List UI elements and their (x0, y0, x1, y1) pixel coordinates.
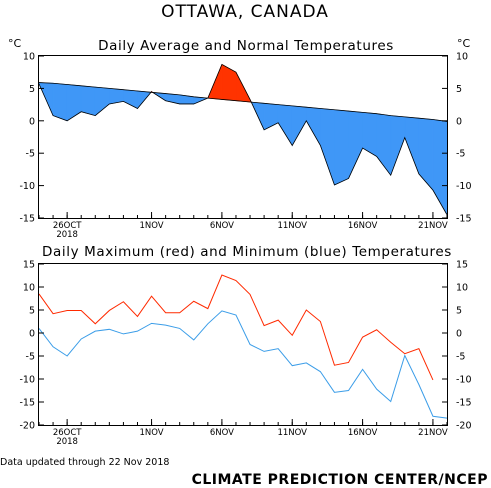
panel1-ytick-label-right: 5 (456, 84, 462, 95)
panel2-ytick-label-left: -5 (26, 352, 35, 363)
below-normal-area (291, 105, 307, 147)
daily-average-line (38, 63, 448, 215)
panel2-xtick-label: 16NOV (348, 428, 378, 438)
below-normal-area (348, 110, 363, 179)
panel2-xtick-sublabel: 2018 (56, 437, 78, 447)
panel2-xtick-label: 21NOV (418, 428, 448, 438)
panel1-ytick-label-right: 10 (456, 52, 468, 63)
below-normal-area (418, 117, 434, 191)
panel2-ytick-label-right: 0 (456, 329, 462, 340)
below-normal-area (362, 112, 377, 157)
below-normal-area (432, 119, 448, 216)
panel1-ytick-label-left: 10 (23, 52, 35, 63)
panel1-ytick-label-left: 5 (29, 84, 35, 95)
panel2-xtick-label: 11NOV (277, 428, 307, 438)
panel1-ytick-label-left: 0 (29, 116, 35, 127)
panel1-xtick-label: 6NOV (210, 221, 234, 231)
below-normal-area (66, 84, 82, 122)
below-normal-area (80, 85, 96, 117)
panel1-ytick-label-left: -10 (19, 181, 35, 192)
below-normal-area (334, 109, 349, 186)
panel2-ytick-label-right: 15 (456, 260, 468, 271)
panel1-xtick-label: 21NOV (418, 221, 448, 231)
panel2-ytick-label-right: -5 (456, 352, 465, 363)
daily-maximum-line (38, 274, 434, 381)
panel1-frame (38, 55, 448, 219)
panel2-ytick-label-left: 0 (29, 329, 35, 340)
data-updated-note: Data updated through 22 Nov 2018 (0, 457, 169, 468)
panel2-ytick-label-left: 5 (29, 306, 35, 317)
panel1-xtick-label: 1NOV (139, 221, 163, 231)
above-normal-area (221, 63, 237, 102)
average-normal-panel: Daily Average and Normal Temperatures °C… (8, 37, 472, 240)
panel2-ytick-label-left: -20 (19, 421, 35, 432)
below-normal-area (52, 82, 68, 122)
below-normal-area (123, 89, 138, 109)
panel1-xtick-label: 26OCT (53, 221, 82, 231)
below-normal-area (94, 86, 110, 117)
panel1-xtick-label: 11NOV (277, 221, 307, 231)
panel2-xtick-label: 1NOV (139, 428, 163, 438)
panel2-ytick-label-right: -15 (456, 398, 472, 409)
panel2-ytick-label-left: 15 (23, 260, 35, 271)
below-normal-area (320, 108, 335, 186)
page-title: OTTAWA, CANADA (161, 2, 329, 22)
panel1-ytick-label-left: -15 (19, 214, 35, 225)
panel2-xtick-label: 26OCT (53, 428, 82, 438)
panel2-xtick-label: 6NOV (210, 428, 234, 438)
panel2-frame (38, 263, 448, 426)
panel2-ytick-label-left: -10 (19, 375, 35, 386)
daily-minimum-line (38, 310, 448, 419)
below-normal-area (390, 115, 406, 176)
panel1-title: Daily Average and Normal Temperatures (98, 38, 394, 54)
normal-line (38, 82, 448, 122)
below-normal-area (277, 104, 293, 147)
panel2-ytick-label-right: -10 (456, 375, 472, 386)
panel1-ytick-label-right: -15 (456, 214, 472, 225)
panel2-title: Daily Maximum (red) and Minimum (blue) T… (42, 244, 452, 260)
panel1-ytick-label-left: -5 (26, 149, 35, 160)
panel1-ytick-label-right: -10 (456, 181, 472, 192)
panel2-ytick-label-right: 10 (456, 283, 468, 294)
panel2-ytick-label-left: 10 (23, 283, 35, 294)
panel1-fill-layer (38, 63, 448, 216)
panel1-ytick-label-right: 0 (456, 116, 462, 127)
below-normal-area (306, 106, 321, 147)
panel1-xtick-label: 16NOV (348, 221, 378, 231)
panel1-xtick-sublabel: 2018 (56, 230, 78, 240)
panel1-ytick-label-right: -5 (456, 149, 465, 160)
panel2-ytick-label-right: 5 (456, 306, 462, 317)
panel1-right-unit-label: °C (457, 37, 471, 50)
panel2-ytick-label-right: -20 (456, 421, 472, 432)
below-normal-area (404, 116, 420, 175)
panel2-ytick-label-left: -15 (19, 398, 35, 409)
credit-text: CLIMATE PREDICTION CENTER/NCEP (192, 472, 488, 488)
max-min-panel: Daily Maximum (red) and Minimum (blue) T… (19, 244, 471, 447)
panel2-line-layer (38, 274, 448, 419)
panel1-left-unit-label: °C (8, 37, 22, 50)
panel1-line-layer (38, 63, 448, 215)
